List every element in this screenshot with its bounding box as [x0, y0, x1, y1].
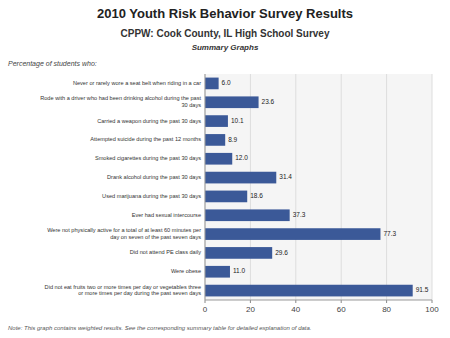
category-label-line: Drank alcohol during the past 30 days — [107, 174, 201, 180]
tick-label: 0 — [203, 305, 208, 314]
data-label: 6.0 — [222, 79, 231, 86]
bar — [205, 153, 232, 165]
category-label-line: Used marijuana during the past 30 days — [102, 193, 201, 199]
category-label-line: Never or rarely wore a seat belt when ri… — [73, 80, 201, 86]
bar — [205, 266, 230, 278]
bars — [205, 78, 413, 297]
tick-label: 100 — [425, 305, 439, 314]
category-label: Attempted suicide during the past 12 mon… — [90, 136, 201, 142]
category-label: Did not attend PE class daily — [130, 249, 201, 255]
category-label: Drank alcohol during the past 30 days — [107, 174, 201, 180]
category-label-line: Attempted suicide during the past 12 mon… — [90, 136, 201, 142]
category-label-line: Rode with a driver who had been drinking… — [40, 95, 201, 101]
data-label: 10.1 — [231, 117, 244, 124]
y-axis-line — [205, 74, 206, 300]
bar — [205, 78, 219, 90]
data-label: 31.4 — [279, 173, 292, 180]
category-label-line: Were obese — [171, 268, 201, 274]
bar — [205, 191, 247, 203]
data-label: 29.6 — [275, 249, 288, 256]
tick-label: 60 — [337, 305, 346, 314]
category-label-line: Did not attend PE class daily — [130, 249, 201, 255]
bar — [205, 209, 290, 221]
category-label: Were not physically active for a total o… — [47, 227, 201, 240]
category-label-line: Smoked cigarettes during the past 30 day… — [95, 155, 201, 161]
category-label-line: Ever had sexual intercourse — [132, 212, 201, 218]
category-label: Were obese — [171, 268, 201, 274]
data-label: 37.3 — [293, 211, 306, 218]
subtitle-secondary: Summary Graphs — [192, 43, 259, 52]
bar — [205, 96, 259, 108]
data-label: 77.3 — [383, 230, 396, 237]
category-label: Smoked cigarettes during the past 30 day… — [95, 155, 201, 161]
bar — [205, 228, 380, 240]
grid-line — [295, 74, 296, 300]
data-label: 12.0 — [235, 154, 248, 161]
data-label: 23.6 — [262, 98, 275, 105]
chart: 2010 Youth Risk Behavior Survey Results C… — [0, 0, 450, 338]
grid-line — [341, 74, 342, 300]
category-label-line: Carried a weapon during the past 30 days — [97, 118, 201, 124]
subtitle: CPPW: Cook County, IL High School Survey — [121, 28, 330, 39]
tick-label: 80 — [382, 305, 391, 314]
category-label-line: Were not physically active for a total o… — [47, 227, 201, 233]
bar — [205, 115, 228, 127]
category-label: Carried a weapon during the past 30 days — [97, 118, 201, 124]
category-label-line: 30 days — [181, 102, 201, 108]
category-label: Rode with a driver who had been drinking… — [40, 95, 201, 108]
data-label: 8.9 — [228, 136, 237, 143]
data-label: 18.6 — [250, 192, 263, 199]
title: 2010 Youth Risk Behavior Survey Results — [97, 6, 353, 21]
labels: Never or rarely wore a seat belt when ri… — [40, 79, 429, 296]
bar — [205, 247, 272, 259]
data-label: 11.0 — [233, 267, 246, 274]
bar — [205, 285, 413, 297]
category-label: Never or rarely wore a seat belt when ri… — [73, 80, 201, 86]
category-label: Did not eat fruits two or more times per… — [45, 284, 202, 297]
category-label-line: day on seven of the past seven days — [110, 234, 201, 240]
bar — [205, 172, 276, 184]
category-label: Used marijuana during the past 30 days — [102, 193, 201, 199]
note: Note: This graph contains weighted resul… — [8, 325, 312, 331]
tick-label: 20 — [246, 305, 255, 314]
x-axis-line — [205, 300, 432, 301]
y-axis-label: Percentage of students who: — [8, 60, 97, 68]
grid-line — [432, 74, 433, 300]
bar — [205, 134, 225, 146]
category-label-line: Did not eat fruits two or more times per… — [45, 284, 201, 290]
category-label-line: or more times per day during the past se… — [78, 290, 201, 296]
data-label: 91.5 — [416, 286, 429, 293]
tick-label: 40 — [291, 305, 300, 314]
plot-background — [205, 74, 432, 300]
grid-line — [205, 74, 206, 300]
grid-line — [386, 74, 387, 300]
category-label: Ever had sexual intercourse — [132, 212, 201, 218]
